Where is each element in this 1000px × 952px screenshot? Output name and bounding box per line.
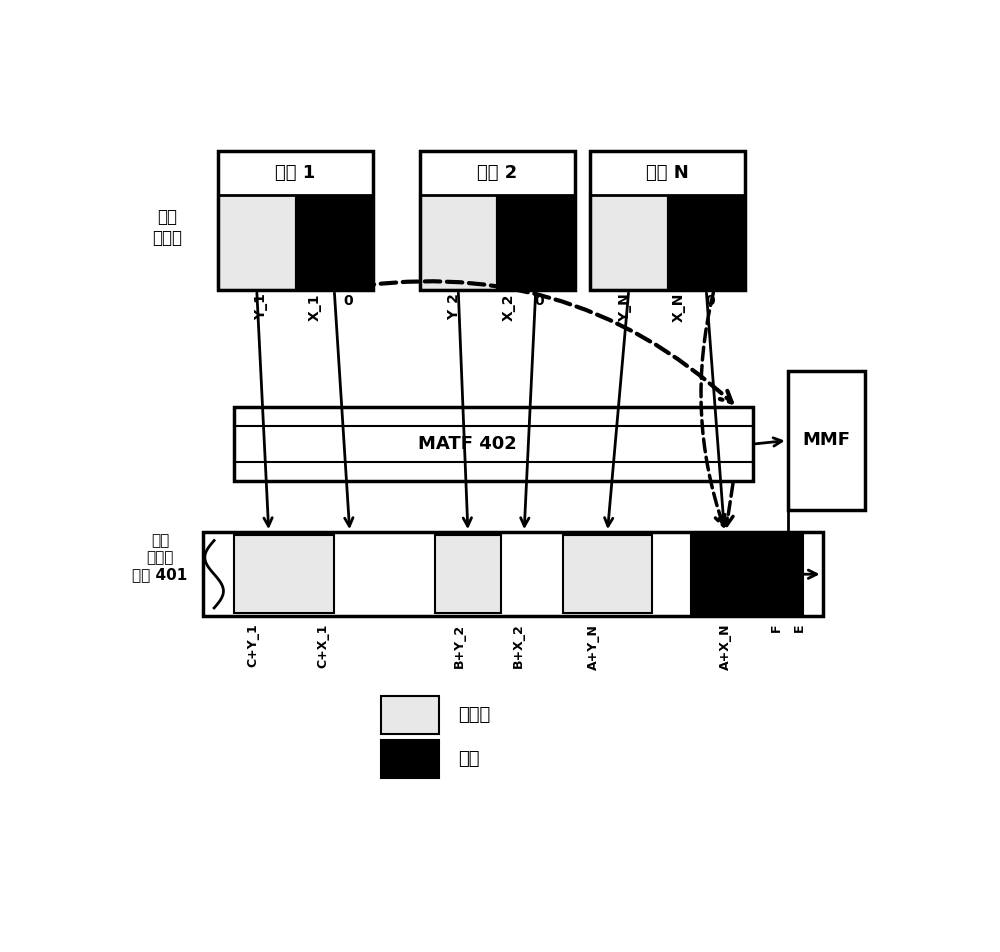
Bar xyxy=(497,195,574,290)
Text: F: F xyxy=(770,624,782,632)
Bar xyxy=(420,151,574,195)
Text: Y_1: Y_1 xyxy=(254,293,268,320)
Bar xyxy=(218,151,373,290)
Text: X_2: X_2 xyxy=(502,293,516,321)
Text: 实例 1: 实例 1 xyxy=(275,164,316,182)
Text: 虚拟
存储器: 虚拟 存储器 xyxy=(153,208,183,248)
Text: C+X_1: C+X_1 xyxy=(316,624,329,668)
Text: MATF 402: MATF 402 xyxy=(418,435,517,453)
Bar xyxy=(590,195,668,290)
Text: MMF: MMF xyxy=(802,431,850,449)
Bar xyxy=(234,535,334,613)
Text: Y_N: Y_N xyxy=(618,293,632,322)
Bar xyxy=(296,195,373,290)
Text: A+Y_N: A+Y_N xyxy=(587,624,600,669)
Text: 共享: 共享 xyxy=(458,749,480,767)
Text: 实例 N: 实例 N xyxy=(646,164,689,182)
Bar xyxy=(420,151,574,290)
Text: A+X_N: A+X_N xyxy=(719,624,732,670)
Bar xyxy=(381,696,439,734)
Bar xyxy=(381,740,439,778)
Text: E: E xyxy=(793,624,806,632)
Text: B+Y_2: B+Y_2 xyxy=(453,624,466,667)
Text: 物理
存储器
雪橘 401: 物理 存储器 雪橘 401 xyxy=(132,533,188,583)
Text: 0: 0 xyxy=(705,294,715,307)
Bar xyxy=(218,195,296,290)
Bar xyxy=(691,533,803,615)
Text: X_N: X_N xyxy=(672,293,686,323)
Text: 实例 2: 实例 2 xyxy=(477,164,517,182)
Bar xyxy=(218,151,373,195)
Text: 0: 0 xyxy=(535,294,544,307)
Bar xyxy=(435,535,501,613)
Bar xyxy=(590,151,745,195)
Bar xyxy=(590,151,745,290)
Text: …: … xyxy=(533,207,561,234)
Bar xyxy=(563,535,652,613)
Text: X_1: X_1 xyxy=(308,293,322,321)
Bar xyxy=(202,532,822,616)
Bar xyxy=(420,195,497,290)
Text: B+X_2: B+X_2 xyxy=(512,624,525,668)
Text: 不共享: 不共享 xyxy=(458,705,491,724)
Bar xyxy=(668,195,745,290)
Bar xyxy=(788,371,865,510)
Text: Y_2: Y_2 xyxy=(447,293,461,320)
Text: 0: 0 xyxy=(343,294,353,307)
Bar xyxy=(234,407,753,481)
Text: C+Y_1: C+Y_1 xyxy=(246,624,259,667)
